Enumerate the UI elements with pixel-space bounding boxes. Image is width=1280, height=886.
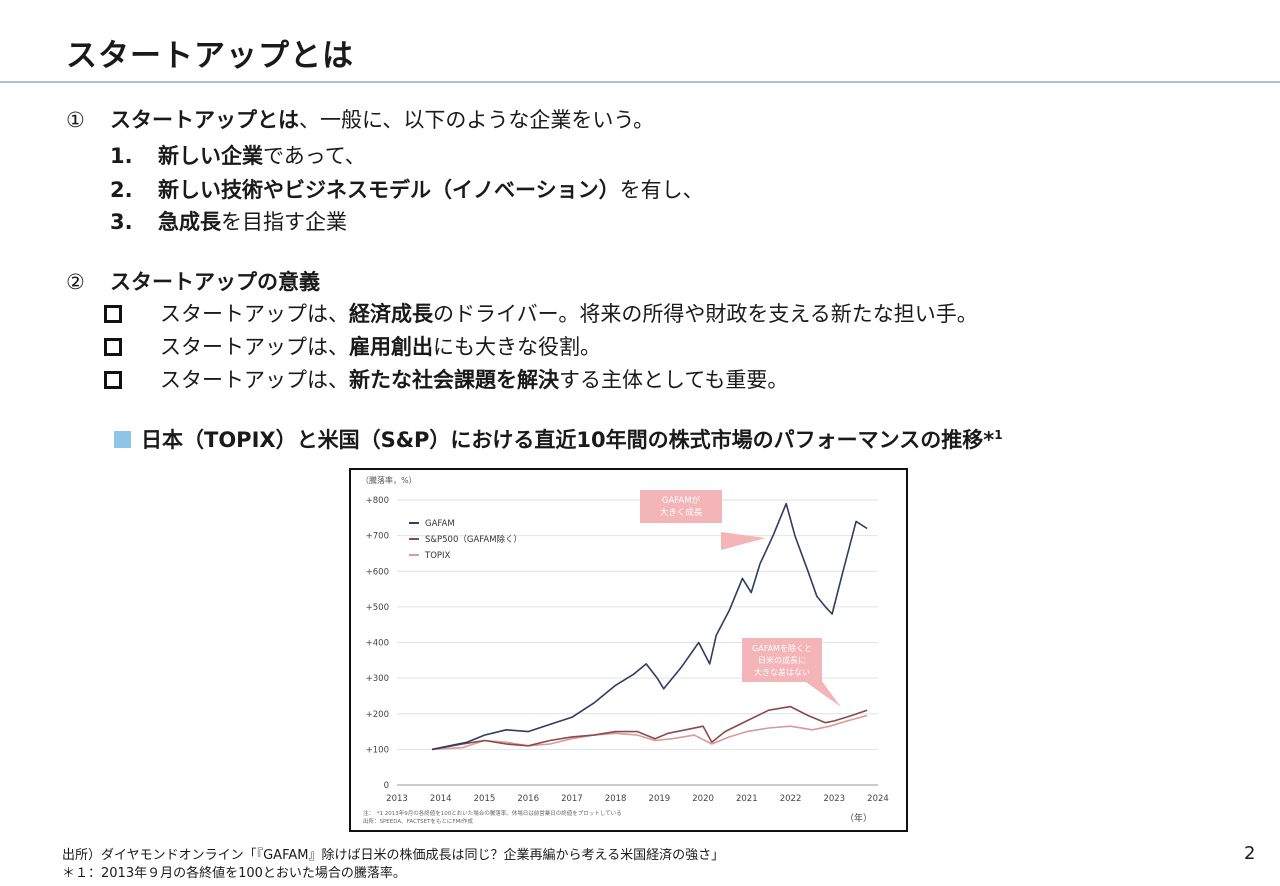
- section1-item: 3. 急成長を目指す企業: [110, 206, 347, 236]
- section1-marker: ①: [66, 108, 85, 132]
- y-axis-label: （騰落率，%）: [361, 475, 417, 485]
- section2-heading-text: スタートアップの意義: [110, 270, 320, 294]
- series-line: [431, 705, 868, 751]
- x-tick-label: 2020: [692, 794, 714, 804]
- y-tick-label: +800: [366, 496, 389, 506]
- y-tick-label: +200: [366, 710, 389, 720]
- callout-text: GAFAMを除くと: [752, 643, 812, 653]
- page-title: スタートアップとは: [66, 38, 354, 74]
- item-rest: を有し、: [619, 178, 704, 202]
- y-tick-label: +600: [366, 567, 389, 577]
- bullet-rest: する主体としても重要。: [559, 368, 789, 392]
- x-axis-label: （年）: [845, 812, 872, 824]
- item-rest: を目指す企業: [221, 210, 347, 234]
- x-tick-label: 2021: [736, 794, 758, 804]
- chart-heading-sup: 1: [994, 428, 1003, 442]
- legend-label: GAFAM: [425, 519, 455, 529]
- footnote: ＊１：2013年９月の各終値を100とおいた場合の騰落率。: [62, 866, 406, 881]
- section2-marker: ②: [66, 270, 85, 294]
- callout-pointer: [803, 680, 841, 707]
- section1-item: 1. 新しい企業であって、: [110, 140, 366, 170]
- page-number: 2: [1244, 843, 1256, 864]
- y-tick-label: +500: [366, 603, 389, 613]
- item-number: 3.: [110, 210, 133, 234]
- section1-lead-rest: 、一般に、以下のような企業をいう。: [299, 108, 655, 132]
- x-tick-label: 2018: [605, 794, 627, 804]
- item-number: 2.: [110, 178, 133, 202]
- x-tick-label: 2015: [474, 794, 496, 804]
- chart-note: 注： *1 2013年9月の各終値を100とおいた場合の騰落率。休場日は前営業日…: [363, 809, 622, 817]
- item-bold: 新しい企業: [158, 144, 263, 168]
- x-tick-label: 2024: [867, 794, 889, 804]
- callout-text: 日米の成長に: [758, 655, 806, 665]
- square-bullet-icon: [104, 371, 122, 389]
- y-tick-label: +400: [366, 639, 389, 649]
- y-tick-label: +700: [366, 532, 389, 542]
- callout-pointer: [721, 532, 766, 550]
- y-tick-label: +300: [366, 674, 389, 684]
- item-number: 1.: [110, 144, 133, 168]
- callout-text: 大きく成長: [660, 507, 703, 518]
- y-tick-label: 0: [384, 781, 389, 791]
- line-chart: （騰落率，%） 0 +100 +200 +300 +400 +500 +600 +700 +800…: [361, 475, 889, 825]
- title-divider: [0, 81, 1280, 83]
- bullet-rest: にも大きな役割。: [433, 335, 601, 359]
- chart-heading-text: 日本（TOPIX）と米国（S&P）における直近10年間の株式市場のパフォーマンス…: [141, 428, 995, 452]
- item-rest: であって、: [263, 144, 366, 168]
- callout-text: GAFAMが: [662, 495, 701, 506]
- series-line: [431, 502, 868, 751]
- item-bold: 急成長: [158, 210, 221, 234]
- x-tick-label: 2014: [430, 794, 452, 804]
- square-bullet-icon: [104, 305, 122, 323]
- section1-lead: ① スタートアップとは、一般に、以下のような企業をいう。: [66, 104, 654, 134]
- series-line: [431, 714, 868, 751]
- bullet-rest: のドライバー。将来の所得や財政を支える新たな担い手。: [433, 302, 978, 326]
- bullet-pre: スタートアップは、: [160, 302, 349, 326]
- x-tick-label: 2017: [561, 794, 583, 804]
- item-bold: 新しい技術やビジネスモデル（イノベーション）: [158, 178, 620, 202]
- bullet-bold: 新たな社会課題を解決: [349, 368, 559, 392]
- x-tick-label: 2022: [780, 794, 802, 804]
- section2-bullet: スタートアップは、経済成長のドライバー。将来の所得や財政を支える新たな担い手。: [160, 298, 978, 328]
- x-tick-label: 2016: [517, 794, 539, 804]
- square-bullet-icon: [104, 338, 122, 356]
- x-tick-label: 2013: [386, 794, 408, 804]
- legend-label: TOPIX: [424, 551, 451, 561]
- callout-box: [640, 490, 722, 523]
- y-tick-label: +100: [366, 745, 389, 755]
- callout-box: [742, 638, 822, 682]
- section2-heading: ② スタートアップの意義: [66, 266, 320, 296]
- chart-note: 出所：SPEEDA、FACTSETをもとにFMI作成: [363, 817, 473, 825]
- chart-heading-marker-icon: [114, 431, 131, 448]
- bullet-bold: 雇用創出: [349, 335, 433, 359]
- chart-heading: 日本（TOPIX）と米国（S&P）における直近10年間の株式市場のパフォーマンス…: [114, 424, 1003, 454]
- chart-frame: （騰落率，%） 0 +100 +200 +300 +400 +500 +600 +700 +800…: [349, 468, 908, 832]
- section2-bullet: スタートアップは、新たな社会課題を解決する主体としても重要。: [160, 364, 788, 394]
- section1-lead-bold: スタートアップとは: [110, 108, 299, 132]
- bullet-pre: スタートアップは、: [160, 368, 349, 392]
- x-tick-label: 2023: [823, 794, 845, 804]
- section2-bullet: スタートアップは、雇用創出にも大きな役割。: [160, 331, 601, 361]
- callout-text: 大きな差はない: [754, 667, 810, 677]
- bullet-pre: スタートアップは、: [160, 335, 349, 359]
- x-tick-label: 2019: [649, 794, 671, 804]
- section1-item: 2. 新しい技術やビジネスモデル（イノベーション）を有し、: [110, 174, 704, 204]
- source-citation: 出所）ダイヤモンドオンライン「『GAFAM』除けば日米の株価成長は同じ？企業再編…: [62, 848, 725, 863]
- legend-label: S&P500（GAFAM除く）: [425, 534, 522, 545]
- bullet-bold: 経済成長: [349, 302, 433, 326]
